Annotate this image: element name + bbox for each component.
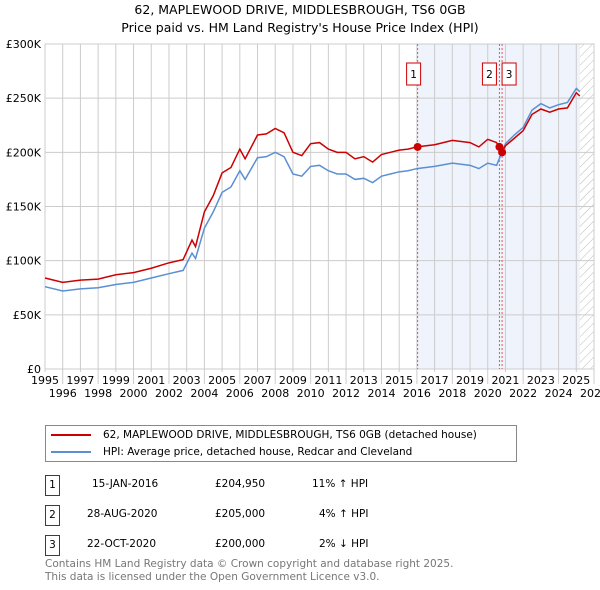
sale-label-box xyxy=(481,62,497,86)
legend-swatch xyxy=(51,434,91,436)
x-tick-label: 1998 xyxy=(84,387,112,400)
legend-label: HPI: Average price, detached house, Redc… xyxy=(103,446,413,458)
x-tick-label: 2025 xyxy=(562,374,590,387)
sale-label-box xyxy=(406,62,422,86)
legend: 62, MAPLEWOOD DRIVE, MIDDLESBROUGH, TS6 … xyxy=(45,425,517,462)
x-tick-label: 2026 xyxy=(580,387,600,400)
plot-area: 1995199619971998199920002001200220032004… xyxy=(6,38,600,400)
transaction-row: 1 15-JAN-2016 £204,950 11% ↑ HPI xyxy=(45,475,445,496)
x-tick-label: 2018 xyxy=(438,387,466,400)
x-tick-label: 2004 xyxy=(190,387,218,400)
x-tick-label: 2005 xyxy=(208,374,236,387)
x-tick-label: 2015 xyxy=(385,374,413,387)
x-tick-label: 2016 xyxy=(403,387,431,400)
transaction-price: £205,000 xyxy=(215,508,266,520)
y-tick-label: £50K xyxy=(13,309,42,322)
sale-label: 1 xyxy=(410,69,417,81)
x-tick-label: 2000 xyxy=(120,387,148,400)
legend-item-hpi: HPI: Average price, detached house, Redc… xyxy=(46,444,412,460)
footer-line: This data is licensed under the Open Gov… xyxy=(45,571,380,583)
legend-label: 62, MAPLEWOOD DRIVE, MIDDLESBROUGH, TS6 … xyxy=(103,429,477,441)
x-tick-label: 2001 xyxy=(137,374,165,387)
legend-swatch xyxy=(51,451,91,453)
y-tick-label: £200K xyxy=(6,146,42,159)
x-tick-label: 2021 xyxy=(491,374,519,387)
x-tick-label: 2024 xyxy=(545,387,573,400)
y-tick-label: £100K xyxy=(6,255,42,268)
y-tick-label: £0 xyxy=(27,363,41,376)
transaction-row: 3 22-OCT-2020 £200,000 2% ↓ HPI xyxy=(45,535,445,556)
chart-subtitle: Price paid vs. HM Land Registry's House … xyxy=(121,20,479,35)
x-tick-label: 1997 xyxy=(66,374,94,387)
x-tick-label: 2012 xyxy=(332,387,360,400)
transaction-date: 22-OCT-2020 xyxy=(87,538,156,550)
sale-label: 3 xyxy=(506,69,513,81)
transaction-hpi: 2% ↓ HPI xyxy=(319,538,369,550)
transaction-number: 3 xyxy=(45,535,60,556)
x-tick-label: 2003 xyxy=(173,374,201,387)
x-tick-label: 2002 xyxy=(155,387,183,400)
x-tick-label: 2019 xyxy=(456,374,484,387)
x-tick-label: 2011 xyxy=(314,374,342,387)
transaction-price: £204,950 xyxy=(215,478,266,490)
x-tick-label: 2014 xyxy=(367,387,395,400)
x-tick-label: 2013 xyxy=(350,374,378,387)
sale-label: 2 xyxy=(486,69,493,81)
x-tick-label: 2023 xyxy=(527,374,555,387)
x-tick-label: 1995 xyxy=(31,374,59,387)
transaction-hpi: 4% ↑ HPI xyxy=(319,508,369,520)
x-tick-label: 2020 xyxy=(474,387,502,400)
series-line xyxy=(44,87,581,292)
y-tick-label: £150K xyxy=(6,201,42,214)
transaction-price: £200,000 xyxy=(215,538,266,550)
transaction-date: 15-JAN-2016 xyxy=(92,478,159,490)
sale-point xyxy=(413,142,422,151)
transaction-number: 2 xyxy=(45,505,60,526)
series-line xyxy=(44,91,581,284)
y-tick-label: £300K xyxy=(6,38,42,51)
x-tick-label: 2017 xyxy=(421,374,449,387)
sale-point xyxy=(498,148,507,157)
transaction-date: 28-AUG-2020 xyxy=(87,508,158,520)
x-tick-label: 1999 xyxy=(102,374,130,387)
x-tick-label: 1996 xyxy=(49,387,77,400)
footer: Contains HM Land Registry data © Crown c… xyxy=(45,558,453,584)
plot-border xyxy=(44,43,595,370)
x-tick-label: 2010 xyxy=(297,387,325,400)
x-tick-label: 2009 xyxy=(279,374,307,387)
x-tick-label: 2022 xyxy=(509,387,537,400)
x-tick-label: 2007 xyxy=(244,374,272,387)
chart-title: 62, MAPLEWOOD DRIVE, MIDDLESBROUGH, TS6 … xyxy=(134,2,466,17)
transaction-hpi: 11% ↑ HPI xyxy=(312,478,369,490)
x-tick-label: 2006 xyxy=(226,387,254,400)
x-tick-label: 2008 xyxy=(261,387,289,400)
legend-item-property: 62, MAPLEWOOD DRIVE, MIDDLESBROUGH, TS6 … xyxy=(46,427,477,443)
footer-line: Contains HM Land Registry data © Crown c… xyxy=(45,558,454,570)
y-tick-label: £250K xyxy=(6,92,42,105)
transaction-row: 2 28-AUG-2020 £205,000 4% ↑ HPI xyxy=(45,505,445,526)
sale-label-box xyxy=(501,62,517,86)
transaction-number: 1 xyxy=(45,475,60,496)
